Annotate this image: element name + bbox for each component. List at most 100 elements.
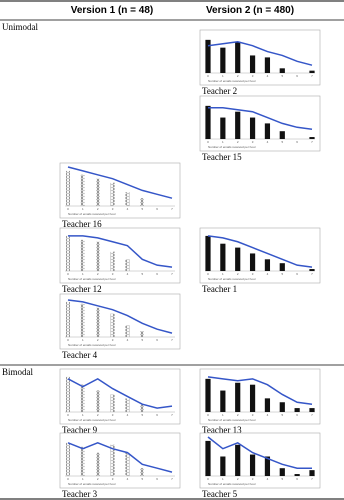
thumbnail-frame [59,162,181,219]
tick-label: 0 [207,272,209,276]
thumbnail: 0 1 2 3 4 5 6 7 Number of emails received per ho… [199,227,321,294]
tick-label: 0 [67,272,69,276]
tick-label: 4 [127,413,129,417]
tick-label: 3 [112,272,114,276]
dot-column [66,442,70,476]
teacher-label: Teacher 16 [62,219,102,229]
dot-column [66,170,70,206]
tick-label: 3 [252,272,254,276]
bar [205,440,211,476]
tick-label: 7 [311,477,313,481]
density-curve [67,377,173,409]
density-curve [67,166,173,199]
tick-label: 3 [112,338,114,342]
thumbnail-frame [199,432,321,489]
tick-label: 5 [141,477,143,481]
dot-column [125,192,130,206]
tick-label: 3 [112,413,114,417]
dot-column [95,241,100,271]
bar [279,468,285,476]
teacher-label: Teacher 5 [202,489,238,499]
tick-label: 0 [67,207,69,211]
dot-column [110,251,115,271]
tick-label: 0 [207,74,209,78]
teacher-label: Teacher 12 [62,284,102,294]
teacher-label: Teacher 9 [62,425,98,435]
tick-label: 7 [311,413,313,417]
thumbnail: 0 1 2 3 4 5 6 7 Number of emails received per ho… [59,162,181,229]
dot-column [110,394,115,412]
thumbnail: 0 1 2 3 4 5 6 7 Number of emails received per ho… [199,432,321,499]
tick-label: 6 [296,74,298,78]
dot-column [110,444,115,476]
bar [205,105,211,139]
bar [309,269,315,271]
thumbnail: 0 1 2 3 4 5 6 7 Number of emails received per ho… [59,293,181,360]
tick-label: 6 [296,272,298,276]
tick-label: 3 [112,207,114,211]
bar [235,444,241,476]
tick-label: 3 [252,477,254,481]
column-header: Version 1 (n = 48) [71,5,154,16]
bar [249,454,256,476]
dot-column [110,182,115,206]
tick-label: 5 [141,207,143,211]
tick-label: 7 [171,338,173,342]
bar [279,402,285,412]
tick-label: 6 [156,413,158,417]
tick-label: 1 [222,413,224,417]
dot-column [95,452,100,476]
bar [205,39,211,73]
teacher-label: Teacher 13 [202,425,242,435]
tick-label: 2 [97,338,99,342]
thumbnail: 0 1 2 3 4 5 6 7 Number of emails received per ho… [199,368,321,435]
dot-column [125,452,130,476]
dot-column [95,307,100,337]
axis-label: Number of emails received per hour [208,145,256,149]
dot-column [66,235,70,271]
teacher-label: Teacher 15 [202,152,242,162]
bar [264,398,271,412]
bar [249,117,256,139]
teacher-label: Teacher 3 [62,489,98,499]
section-label: Bimodal [2,367,33,377]
tick-label: 1 [82,272,84,276]
dot-column [125,259,130,271]
bar [235,247,241,271]
tick-label: 4 [127,477,129,481]
bar [220,243,226,271]
tick-label: 5 [141,413,143,417]
tick-label: 3 [252,413,254,417]
tick-label: 5 [281,140,283,144]
bar [264,456,271,476]
dot-column [95,178,100,206]
axis-label: Number of emails received per hour [68,343,116,347]
bar [249,384,256,412]
tick-label: 5 [281,477,283,481]
density-curve [68,235,173,268]
bar [249,55,256,73]
dot-column [80,239,85,271]
tick-label: 6 [296,477,298,481]
tick-label: 0 [207,413,209,417]
bar [294,408,300,412]
density-curve [207,235,313,268]
tick-label: 1 [82,413,84,417]
density-curve [67,299,173,334]
tick-label: 4 [267,140,269,144]
bar [205,235,211,271]
tick-label: 3 [112,477,114,481]
tick-label: 6 [296,140,298,144]
bar [249,253,256,271]
tick-label: 4 [127,338,129,342]
thumbnail-frame [59,293,181,350]
teacher-label: Teacher 4 [62,350,98,360]
dot-column [140,331,145,337]
column-header: Version 2 (n = 480) [206,5,294,16]
axis-label: Number of emails received per hour [208,418,256,422]
bar [309,408,315,412]
tick-label: 6 [156,338,158,342]
thumbnail: 0 1 2 3 4 5 6 7 Number of emails received per ho… [199,29,321,96]
